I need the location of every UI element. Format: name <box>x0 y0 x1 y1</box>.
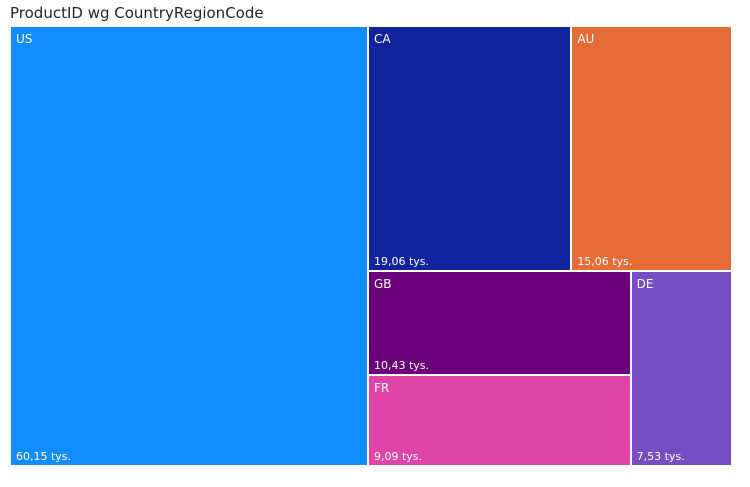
tile-value-label: 10,43 tys. <box>373 359 429 373</box>
tile-category-label: US <box>16 32 33 46</box>
tile-category-label: GB <box>373 277 392 292</box>
treemap-tile-au[interactable]: AU 15,06 tys. <box>571 26 732 272</box>
tile-category-label: AU <box>577 32 595 46</box>
tile-value-label: 7,53 tys. <box>636 449 685 463</box>
tile-category-label: CA <box>373 32 391 46</box>
tile-value-label: 15,06 tys. <box>577 255 633 269</box>
tile-category-label: DE <box>636 277 654 292</box>
tile-value-label: 19,06 tys. <box>373 255 429 269</box>
chart-title: ProductID wg CountryRegionCode <box>10 4 264 22</box>
tile-value-label: 9,09 tys. <box>373 449 422 463</box>
treemap-tile-gb[interactable]: GB 10,43 tys. <box>367 271 631 376</box>
tile-category-label: FR <box>373 381 390 396</box>
treemap-tile-us[interactable]: US 60,15 tys. <box>10 26 368 466</box>
treemap-tile-ca[interactable]: CA 19,06 tys. <box>367 26 572 272</box>
treemap-tile-fr[interactable]: FR 9,09 tys. <box>367 375 631 466</box>
treemap-tile-de[interactable]: DE 7,53 tys. <box>630 271 732 466</box>
tile-value-label: 60,15 tys. <box>16 450 72 463</box>
